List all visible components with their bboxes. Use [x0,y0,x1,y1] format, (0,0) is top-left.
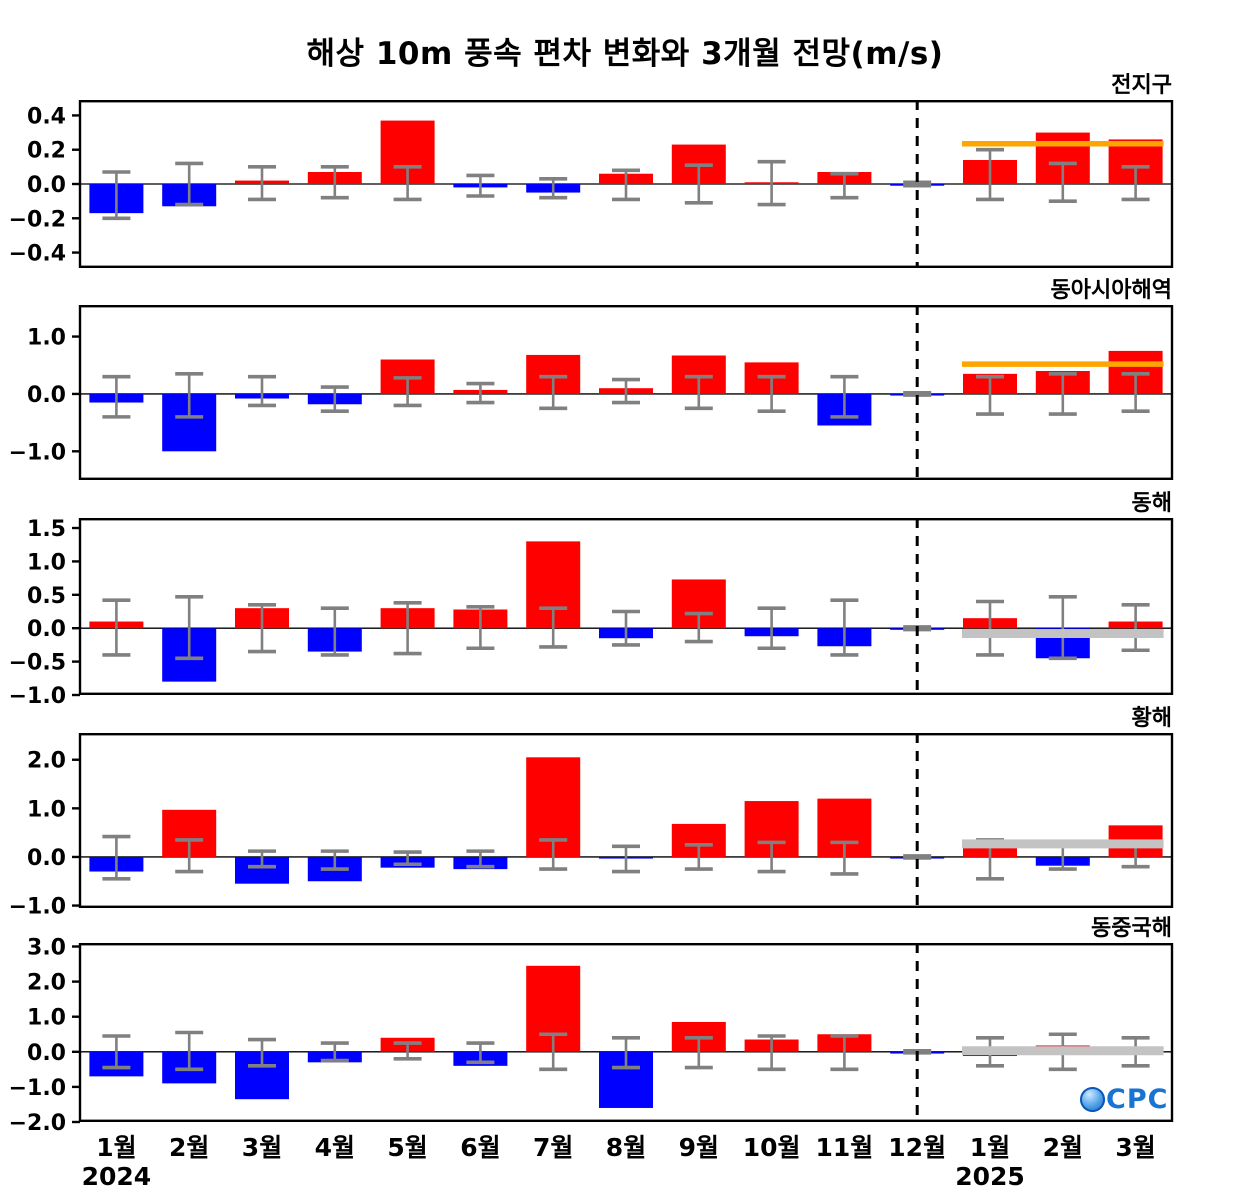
x-axis-label: 6월 [460,1133,501,1162]
x-axis-label: 2월 [168,1133,210,1162]
panel-label-2: 동아시아해역 [1050,278,1172,303]
y-tick-label: 1.0 [27,797,66,822]
y-tick-label: 1.0 [27,550,66,575]
panel-plot-1: 0.4 0.2 0.0 −0.2 −0.4 [9,100,1174,269]
year-label: 2024 [81,1162,152,1191]
y-tick-label: −0.5 [9,651,66,676]
y-tick-label: 0.0 [27,617,66,642]
y-tick-label: 0.5 [27,584,66,609]
y-tick-label: −1.0 [9,1076,66,1101]
y-tick-label: −0.4 [9,242,66,267]
y-tick-label: 0.0 [27,1041,66,1066]
panel-label-1: 전지구 [1111,73,1172,98]
panel-label-4: 황해 [1131,706,1172,731]
panel-plot-2: 1.0 0.0 −1.0 [9,305,1174,481]
globe-icon [1080,1087,1105,1112]
x-axis-label: 3월 [1115,1133,1156,1162]
x-axis-label: 11월 [815,1133,874,1162]
y-tick-label: −1.0 [9,440,66,465]
panel-plot-5: 3.0 2.0 1.0 0.0 −1.0 −2.0 [9,936,1174,1136]
x-axis-label: 5월 [387,1133,428,1162]
logo-text: CPC [1106,1084,1169,1115]
x-axis-label: 10월 [742,1133,801,1162]
panel-label-3: 동해 [1131,491,1172,516]
x-axis-label: 1월 [969,1133,1011,1162]
year-label: 2025 [955,1162,1025,1191]
x-axis-label: 4월 [314,1133,355,1162]
x-axis-label: 12월 [888,1133,947,1162]
y-tick-label: 0.2 [27,139,66,164]
y-tick-label: −2.0 [9,1111,66,1136]
y-tick-label: −1.0 [9,895,66,920]
panel-frame [78,943,1174,1123]
x-axis-label: 8월 [605,1133,647,1162]
y-tick-label: 1.0 [27,326,66,351]
y-tick-label: −0.2 [9,207,66,232]
x-axis-label: 9월 [678,1133,719,1162]
y-tick-label: 0.0 [27,846,66,871]
y-tick-label: 1.0 [27,1006,66,1031]
y-tick-label: 1.5 [27,517,66,542]
y-tick-label: 0.4 [27,104,66,129]
y-tick-label: −1.0 [9,684,66,709]
y-tick-label: 2.0 [27,749,66,774]
x-axis-label: 7월 [532,1133,574,1162]
panel-plot-4: 2.0 1.0 0.0 −1.0 [9,733,1174,920]
y-tick-label: 0.0 [27,383,66,408]
y-tick-label: 3.0 [27,936,66,961]
panel-frame [78,305,1174,481]
x-axis-label: 2월 [1042,1133,1083,1162]
y-tick-label: 0.0 [27,173,66,198]
panel-plot-3: 1.5 1.0 0.5 0.0 −0.5 −1.0 [9,517,1174,709]
panel-frame [78,518,1174,696]
chart-title: 해상 10m 풍속 편차 변화와 3개월 전망(m/s) [306,36,944,72]
x-axis-label: 1월 [96,1133,137,1162]
panel-label-5: 동중국해 [1091,916,1172,941]
y-tick-label: 2.0 [27,971,66,996]
panel-frame [78,733,1174,909]
ocpc-logo: CPC [1080,1086,1168,1113]
x-axis-label: 3월 [241,1133,283,1162]
